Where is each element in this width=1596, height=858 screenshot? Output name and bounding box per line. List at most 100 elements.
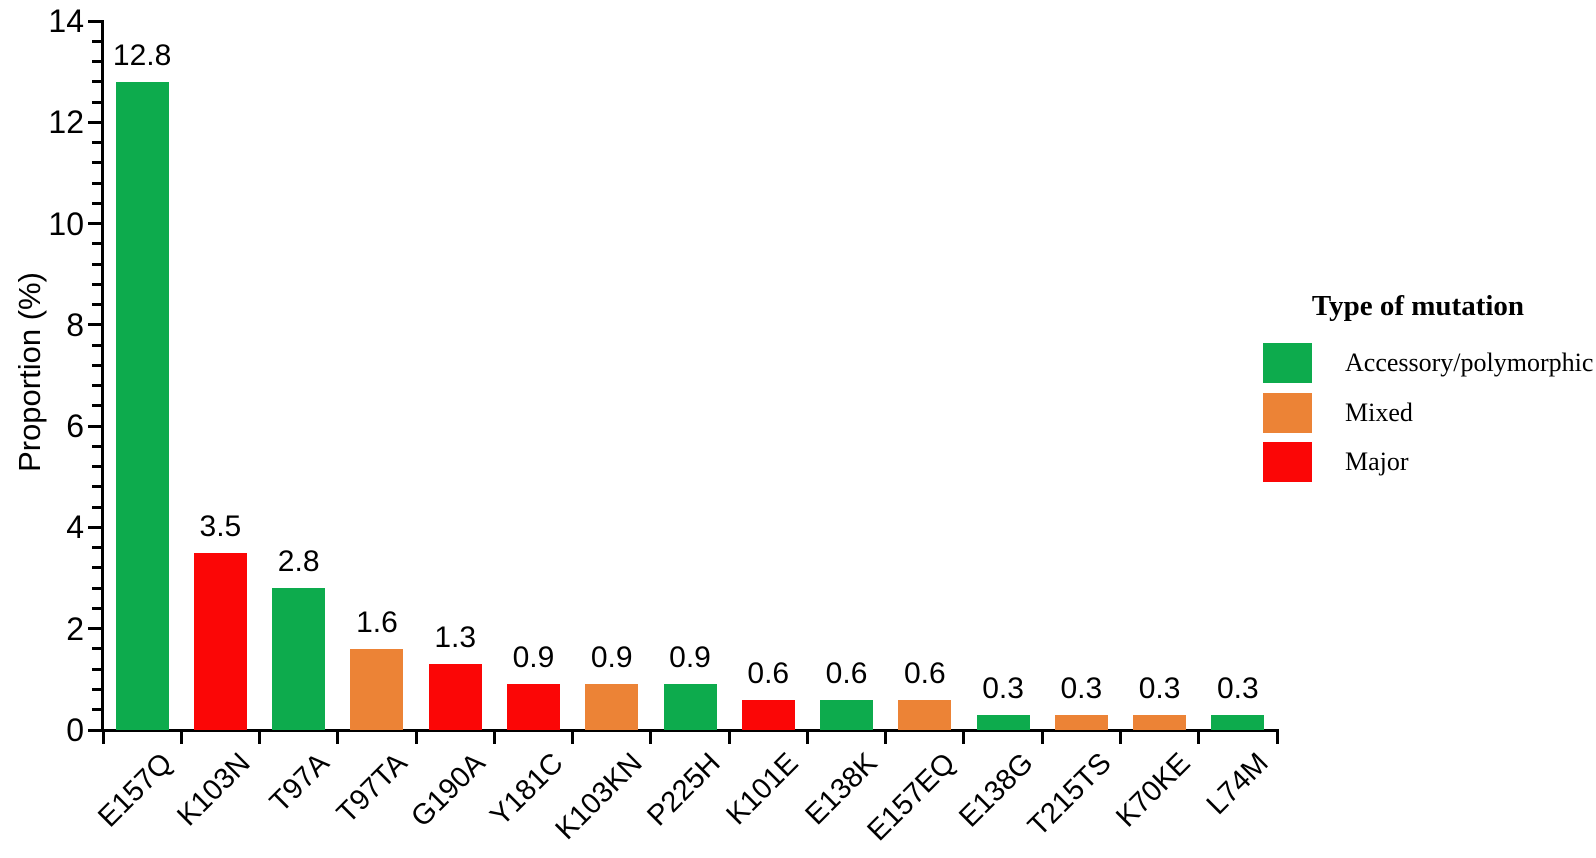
y-tick-label: 4 (66, 509, 84, 546)
bar-value-label: 0.3 (982, 671, 1024, 705)
x-tick (649, 730, 653, 744)
y-minor-tick (92, 80, 101, 84)
legend: Type of mutation Accessory/polymorphic Mi… (1240, 290, 1596, 520)
bar-value-label: 0.9 (669, 641, 711, 675)
y-minor-tick (92, 343, 101, 347)
x-tick (805, 730, 809, 744)
bar-value-label: 0.3 (1217, 671, 1259, 705)
y-minor-tick (92, 505, 101, 509)
y-minor-tick (92, 262, 101, 266)
bar-value-label: 3.5 (199, 509, 242, 543)
x-tick (1275, 730, 1279, 744)
legend-swatch-mixed (1263, 392, 1312, 433)
bar-value-label: 0.6 (747, 656, 790, 690)
y-minor-tick (92, 303, 101, 307)
bar (115, 81, 169, 730)
y-minor-tick (92, 141, 101, 145)
bar (585, 684, 639, 730)
x-tick (101, 730, 105, 744)
y-major-tick (88, 627, 101, 631)
y-minor-tick (92, 566, 101, 570)
x-tick (727, 730, 731, 744)
bar (820, 699, 874, 730)
bar (193, 552, 247, 730)
bar (1133, 714, 1187, 730)
legend-label-accessory: Accessory/polymorphic (1345, 348, 1594, 377)
bar-value-label: 0.9 (512, 641, 555, 675)
y-minor-tick (92, 687, 101, 691)
y-minor-tick (92, 242, 101, 246)
x-tick (1040, 730, 1044, 744)
bar-value-label: 0.9 (590, 641, 633, 675)
y-major-tick (88, 19, 101, 23)
bar (350, 648, 404, 730)
y-minor-tick (92, 60, 101, 63)
x-axis-line (101, 729, 1279, 732)
y-minor-tick (92, 404, 101, 408)
x-tick (258, 730, 262, 744)
bar-value-label: 0.3 (1060, 671, 1103, 705)
bar (1211, 714, 1265, 730)
y-minor-tick (92, 181, 101, 185)
legend-entries: Accessory/polymorphic Mixed Major (1240, 290, 1596, 520)
y-minor-tick (92, 465, 101, 469)
y-minor-tick (92, 444, 101, 448)
x-tick (884, 730, 888, 744)
y-minor-tick (92, 586, 101, 590)
y-minor-tick (92, 485, 101, 489)
bar (663, 684, 717, 730)
bar-value-label: 1.6 (356, 605, 398, 639)
y-minor-tick (92, 606, 101, 610)
y-major-tick (88, 728, 101, 732)
bar (506, 684, 560, 730)
x-tick (1197, 730, 1201, 744)
y-minor-tick (92, 161, 101, 165)
y-minor-tick (92, 546, 101, 550)
bar (741, 699, 795, 730)
y-minor-tick (92, 100, 101, 104)
y-major-tick (88, 222, 101, 226)
y-tick-label: 12 (48, 104, 84, 141)
y-minor-tick (92, 667, 101, 671)
y-minor-tick (92, 282, 101, 286)
y-tick-label: 10 (48, 205, 84, 242)
bar-value-label: 0.6 (903, 656, 946, 690)
y-minor-tick (92, 39, 101, 43)
legend-swatch-accessory (1263, 343, 1312, 383)
x-tick (962, 730, 966, 744)
legend-label-major: Major (1345, 447, 1409, 476)
y-tick-label: 2 (66, 610, 84, 647)
y-minor-tick (92, 647, 101, 651)
bar (272, 588, 326, 730)
bar (976, 714, 1030, 730)
legend-swatch-major (1263, 442, 1312, 482)
x-tick (571, 730, 575, 744)
y-major-tick (88, 424, 101, 428)
x-tick (492, 730, 496, 744)
x-tick (414, 730, 418, 744)
y-major-tick (88, 323, 101, 327)
bar-value-label: 0.3 (1138, 671, 1181, 705)
bar (1054, 714, 1108, 730)
bar-value-label: 1.3 (434, 621, 477, 655)
y-major-tick (88, 120, 101, 124)
bar-value-label: 12.8 (112, 38, 172, 72)
y-tick-label: 0 (66, 712, 84, 748)
bar-value-label: 0.6 (825, 656, 868, 690)
y-major-tick (88, 525, 101, 529)
bar (428, 664, 482, 730)
y-minor-tick (92, 708, 101, 712)
bar (898, 699, 952, 730)
y-minor-tick (92, 384, 101, 388)
bar-value-label: 2.8 (277, 545, 320, 579)
y-tick-label: 8 (66, 306, 84, 343)
legend-title: Type of mutation (1311, 290, 1525, 322)
y-minor-tick (92, 201, 101, 205)
y-tick-label: 6 (66, 408, 84, 445)
x-tick (336, 730, 340, 744)
y-tick-label: 14 (48, 3, 84, 39)
y-minor-tick (92, 363, 101, 367)
legend-label-mixed: Mixed (1345, 397, 1413, 427)
